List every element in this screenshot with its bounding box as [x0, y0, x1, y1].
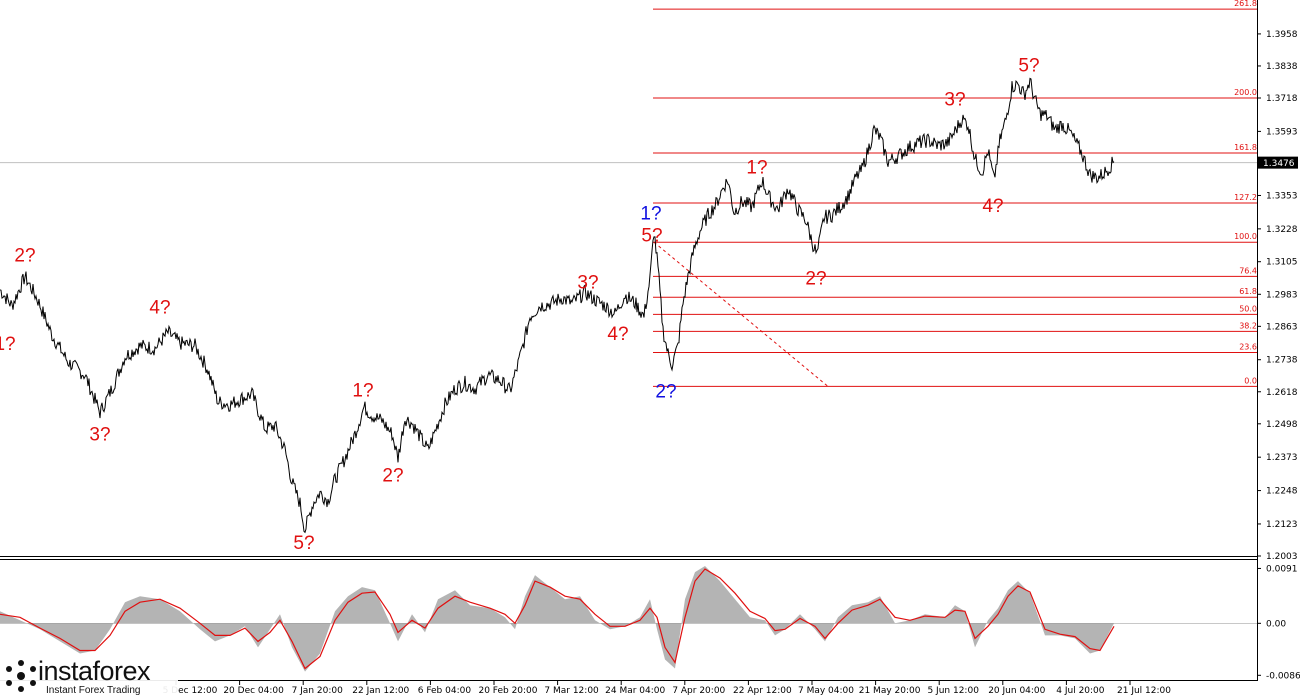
- wave-label: 5?: [641, 225, 662, 246]
- x-axis-tick-label: 21 Jul 12:00: [1117, 686, 1171, 696]
- y-axis-tick-label: 1.2618: [1266, 388, 1298, 398]
- oscillator-histogram: [0, 566, 1114, 672]
- oscillator-signal-line: [0, 568, 1115, 670]
- y-axis-tick-label: 1.2863: [1266, 322, 1298, 332]
- y-axis-tick-label: 1.3353: [1266, 191, 1298, 201]
- x-axis-tick-label: 5 Dec 12:00: [163, 686, 218, 696]
- current-price-label: 1.3476: [1263, 159, 1295, 169]
- wave-label: 3?: [577, 272, 598, 293]
- wave-label: 5?: [293, 533, 314, 554]
- fib-level-label: 127.2: [1234, 193, 1257, 202]
- fib-level-label: 100.0: [1234, 232, 1257, 241]
- fib-level-label: 38.2: [1239, 321, 1257, 330]
- oscillator-pane: [0, 566, 1257, 672]
- wave-label: 3?: [944, 89, 965, 110]
- x-axis-tick-label: 24 Mar 04:00: [605, 686, 665, 696]
- x-axis-tick-label: 7 Jan 20:00: [292, 686, 344, 696]
- x-axis-tick-label: 20 Jun 04:00: [988, 686, 1045, 696]
- current-price-box: [1258, 156, 1298, 169]
- wave-label: 2?: [655, 382, 676, 403]
- wave-label: 2?: [805, 268, 826, 289]
- fib-level-label: 61.8: [1239, 287, 1257, 296]
- wave-label: 5?: [1018, 56, 1039, 77]
- y-axis-tick-label: 1.2123: [1266, 520, 1298, 530]
- fib-level-label: 76.4: [1239, 266, 1257, 275]
- fib-level-label: 50.0: [1239, 304, 1257, 313]
- osc-axis-tick-label: -0.00862: [1266, 671, 1300, 681]
- x-axis-tick-label: 21 May 20:00: [859, 686, 921, 696]
- y-axis-tick-label: 1.3958: [1266, 30, 1298, 40]
- wave-label: 2?: [14, 246, 35, 267]
- y-axis-tick-label: 1.3718: [1266, 94, 1298, 104]
- fib-level-label: 261.8: [1234, 0, 1257, 8]
- fib-level-label: 161.8: [1234, 143, 1257, 152]
- x-axis-tick-label: 22 Jan 12:00: [352, 686, 409, 696]
- x-axis-tick-label: 6 Feb 04:00: [418, 686, 472, 696]
- wave-label: 2?: [382, 465, 403, 486]
- x-axis-tick-label: 7 May 04:00: [798, 686, 854, 696]
- instaforex-logo: instaforex Instant Forex Trading: [0, 654, 178, 698]
- x-axis-tick-label: 20 Feb 20:00: [478, 686, 537, 696]
- x-axis-tick-label: 20 Dec 04:00: [223, 686, 284, 696]
- osc-axis-tick-label: 0.00: [1266, 619, 1286, 629]
- y-axis-tick-label: 1.3228: [1266, 225, 1298, 235]
- y-axis-tick-label: 1.2248: [1266, 487, 1298, 497]
- x-axis-tick-label: 22 Apr 12:00: [733, 686, 792, 696]
- wave-label: 4?: [982, 196, 1003, 217]
- y-axis-tick-label: 1.3838: [1266, 62, 1298, 72]
- y-axis-tick-label: 1.3105: [1266, 258, 1298, 268]
- price-pane: 261.8 200.0 161.8 127.2 100.0 76.4 61.8 50.0 38.…: [0, 0, 1257, 554]
- wave-label: 4?: [149, 297, 170, 318]
- wave-label: 1?: [640, 204, 661, 225]
- wave-label: 4?: [607, 324, 628, 345]
- logo-brand-text: instaforex: [38, 656, 151, 686]
- wave-label: 1?: [352, 381, 373, 402]
- x-axis-tick-label: 5 Jun 12:00: [927, 686, 979, 696]
- fib-trend-line: [653, 241, 829, 387]
- fib-level-label: 200.0: [1234, 88, 1257, 97]
- price-series: [0, 77, 1115, 534]
- wave-label: 1?: [746, 158, 767, 179]
- osc-axis-tick-label: 0.0091: [1266, 564, 1298, 574]
- y-axis-tick-label: 1.2983: [1266, 290, 1298, 300]
- y-axis-tick-label: 1.3593: [1266, 127, 1298, 137]
- fib-level-label: 23.6: [1239, 343, 1257, 352]
- x-axis-tick-label: 4 Jul 20:00: [1056, 686, 1105, 696]
- y-axis-tick-label: 1.2373: [1266, 453, 1298, 463]
- x-axis-tick-label: 7 Mar 12:00: [544, 686, 599, 696]
- y-axis-tick-label: 1.2738: [1266, 356, 1298, 366]
- logo-tagline: Instant Forex Trading: [46, 685, 141, 696]
- y-axis-tick-label: 1.2498: [1266, 420, 1298, 430]
- fib-level-label: 0.0: [1244, 376, 1257, 385]
- wave-label: 1?: [0, 334, 16, 355]
- wave-label: 3?: [89, 425, 110, 446]
- instaforex-logo-icon: [6, 660, 36, 692]
- x-axis-tick-label: 7 Apr 20:00: [672, 686, 725, 696]
- y-axis-tick-label: 1.2003: [1266, 552, 1298, 562]
